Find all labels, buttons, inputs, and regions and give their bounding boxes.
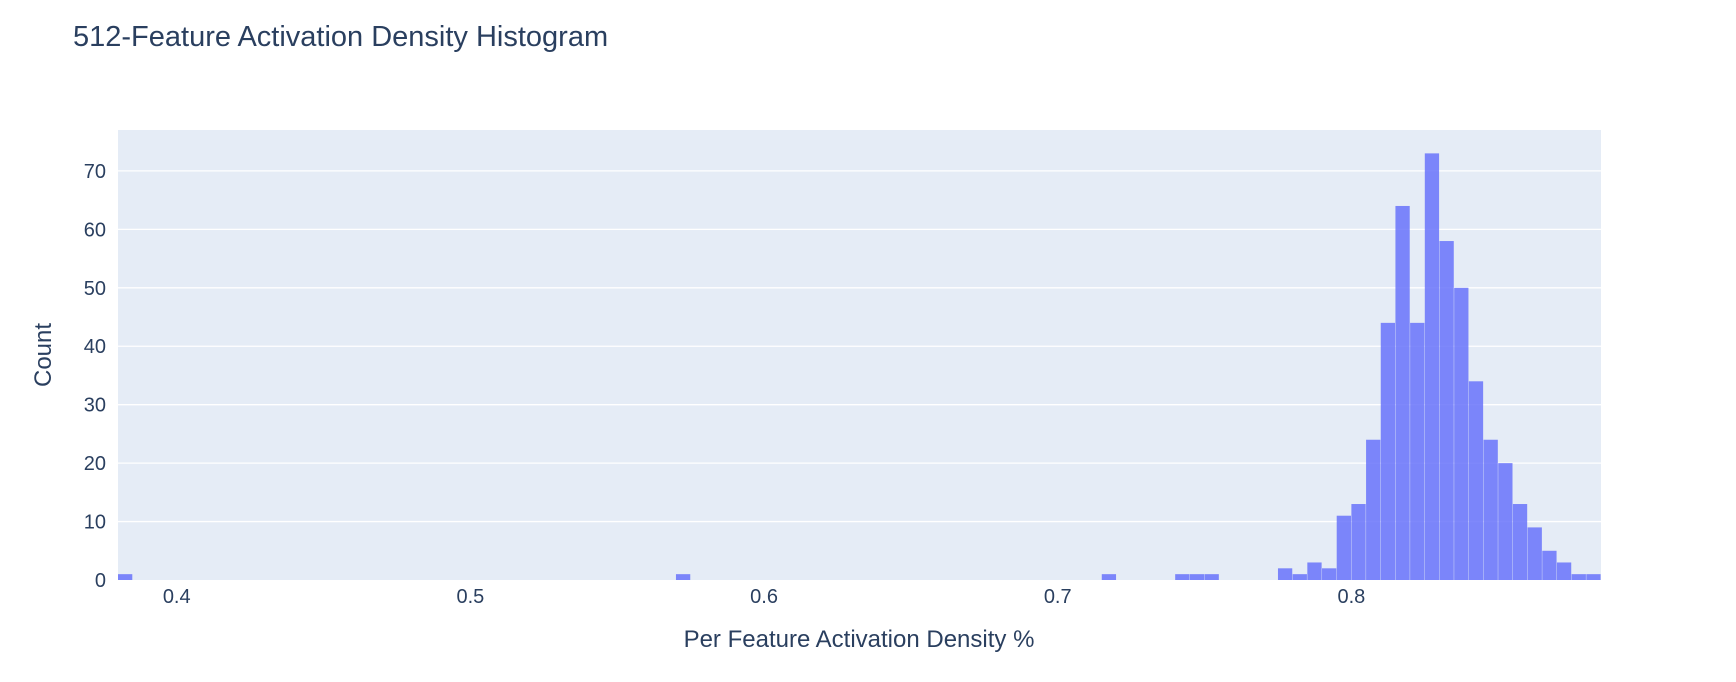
gridlines — [118, 170, 1601, 523]
histogram-bar — [1277, 568, 1293, 580]
histogram-bar — [1204, 574, 1219, 580]
histogram-bar — [1292, 574, 1307, 580]
histogram-bar — [1512, 504, 1528, 580]
histogram-bar — [1366, 439, 1381, 580]
histogram-bar — [1101, 574, 1117, 580]
y-tick-label: 40 — [84, 336, 106, 358]
histogram-bar — [1527, 527, 1542, 580]
histogram-bar — [1556, 562, 1572, 580]
y-tick-label: 60 — [84, 219, 106, 241]
histogram-bar — [1336, 515, 1351, 580]
histogram-bar — [1351, 504, 1366, 580]
histogram-bar — [1410, 322, 1425, 580]
histogram-bar — [1498, 463, 1513, 580]
histogram-bar — [1175, 574, 1190, 580]
y-tick-label: 10 — [84, 512, 106, 534]
y-tick-label: 70 — [84, 161, 106, 183]
histogram-bar — [1571, 574, 1586, 580]
histogram-bar — [1454, 287, 1469, 580]
histogram-bar — [675, 574, 691, 580]
histogram-bar — [1424, 153, 1440, 580]
x-tick-label: 0.6 — [750, 586, 778, 608]
histogram-bar — [1542, 550, 1557, 580]
histogram-bar — [118, 574, 133, 580]
y-tick-label: 0 — [95, 570, 106, 592]
chart-title: 512-Feature Activation Density Histogram — [73, 21, 608, 53]
x-tick-label: 0.5 — [456, 586, 484, 608]
histogram-bar — [1395, 205, 1410, 580]
x-tick-label: 0.7 — [1044, 586, 1072, 608]
y-tick-label: 30 — [84, 395, 106, 417]
y-axis-title: Count — [30, 323, 57, 387]
histogram-bar — [1468, 381, 1484, 580]
histogram-bar — [1483, 439, 1498, 580]
histogram-bar — [1439, 241, 1454, 581]
histogram-bar — [1307, 562, 1322, 580]
y-tick-label: 20 — [84, 453, 106, 475]
x-tick-label: 0.4 — [163, 586, 191, 608]
x-axis-ticks: 0.4 0.5 0.6 0.7 0.8 — [163, 586, 1365, 608]
histogram-bar — [1322, 568, 1337, 580]
histogram-bar — [1189, 574, 1205, 580]
y-tick-label: 50 — [84, 278, 106, 300]
histogram-bars — [118, 153, 1601, 581]
histogram-bar — [1586, 574, 1601, 580]
x-axis-title: Per Feature Activation Density % — [684, 626, 1035, 653]
y-axis-ticks: 0 10 20 30 40 50 60 70 — [84, 161, 106, 592]
x-tick-label: 0.8 — [1337, 586, 1365, 608]
histogram-bar — [1380, 322, 1396, 580]
